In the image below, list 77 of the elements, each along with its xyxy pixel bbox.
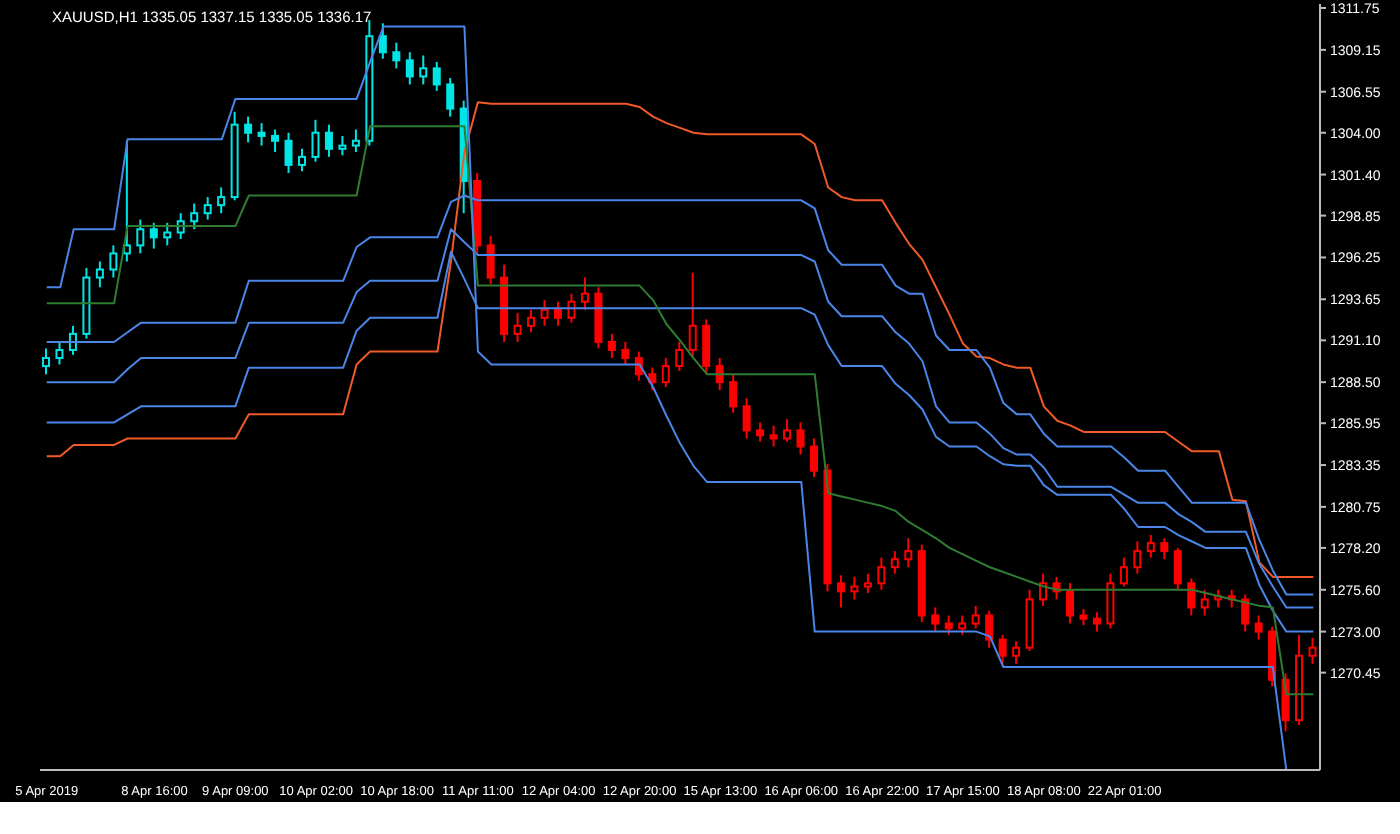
candlestick bbox=[958, 614, 967, 636]
candlestick bbox=[257, 122, 266, 147]
candlestick bbox=[1187, 577, 1196, 617]
candlestick bbox=[688, 271, 697, 360]
candlestick bbox=[378, 22, 387, 60]
candlestick bbox=[1012, 640, 1021, 665]
candlestick bbox=[1146, 534, 1155, 559]
candlestick bbox=[163, 221, 172, 247]
line-series bbox=[45, 101, 1315, 578]
candlestick bbox=[324, 123, 333, 158]
candlestick bbox=[540, 299, 549, 327]
candlestick bbox=[203, 196, 212, 221]
candlestick bbox=[446, 77, 455, 118]
candlestick bbox=[486, 234, 495, 286]
candlestick bbox=[149, 221, 158, 250]
candlestick bbox=[890, 550, 899, 575]
candlestick bbox=[715, 357, 724, 392]
candlestick bbox=[351, 128, 360, 154]
candlestick bbox=[392, 41, 401, 70]
candlestick bbox=[405, 51, 414, 86]
candlestick bbox=[55, 340, 64, 366]
candlestick bbox=[190, 202, 199, 231]
candlestick bbox=[756, 421, 765, 443]
candlestick bbox=[244, 115, 253, 144]
candlestick bbox=[1160, 537, 1169, 561]
candlestick bbox=[68, 324, 77, 356]
candlestick bbox=[217, 186, 226, 215]
candlestick bbox=[284, 131, 293, 174]
candlestick bbox=[810, 437, 818, 479]
candlestick bbox=[338, 134, 347, 157]
candlestick bbox=[432, 60, 441, 92]
candlestick bbox=[271, 128, 280, 154]
candlestick bbox=[1039, 572, 1048, 607]
candlestick bbox=[904, 537, 913, 569]
candlestick bbox=[136, 218, 145, 255]
candlestick bbox=[1106, 572, 1115, 630]
candlestick bbox=[769, 424, 778, 448]
candlestick bbox=[783, 418, 792, 443]
candlestick bbox=[985, 609, 994, 649]
candlestick bbox=[675, 340, 684, 372]
candlestick bbox=[661, 357, 670, 388]
candlestick bbox=[1200, 588, 1209, 617]
candlestick bbox=[109, 244, 118, 279]
candlestick bbox=[648, 366, 657, 392]
candlestick bbox=[513, 311, 522, 343]
candlestick bbox=[729, 373, 738, 414]
candlestick bbox=[95, 260, 104, 289]
candlestick bbox=[419, 54, 428, 86]
candlestick bbox=[298, 147, 306, 173]
candlestick bbox=[998, 633, 1007, 665]
candlestick bbox=[931, 606, 940, 633]
candlestick bbox=[554, 300, 562, 327]
candlestick bbox=[311, 118, 320, 163]
candlestick bbox=[42, 347, 50, 376]
candlestick bbox=[1092, 611, 1101, 633]
candlestick bbox=[796, 421, 805, 456]
candlestick bbox=[527, 308, 536, 334]
candlestick bbox=[877, 556, 886, 591]
candlestick bbox=[742, 397, 751, 440]
candlestick bbox=[971, 604, 980, 630]
candlestick bbox=[176, 212, 185, 240]
candlestick bbox=[1066, 582, 1074, 625]
candlestick bbox=[836, 574, 845, 609]
candlestick bbox=[944, 614, 953, 636]
candlestick bbox=[850, 575, 859, 601]
candlestick bbox=[621, 340, 630, 366]
candlestick bbox=[567, 292, 576, 324]
candlestick bbox=[863, 572, 872, 594]
candlestick bbox=[1173, 546, 1182, 591]
candlestick bbox=[607, 332, 616, 360]
candlestick bbox=[1133, 540, 1142, 575]
candlestick bbox=[702, 318, 711, 376]
candlestick bbox=[580, 276, 589, 311]
candlestick bbox=[1254, 614, 1263, 641]
candlestick bbox=[1119, 556, 1128, 588]
candlestick bbox=[1241, 593, 1250, 633]
candlestick bbox=[1308, 637, 1317, 665]
